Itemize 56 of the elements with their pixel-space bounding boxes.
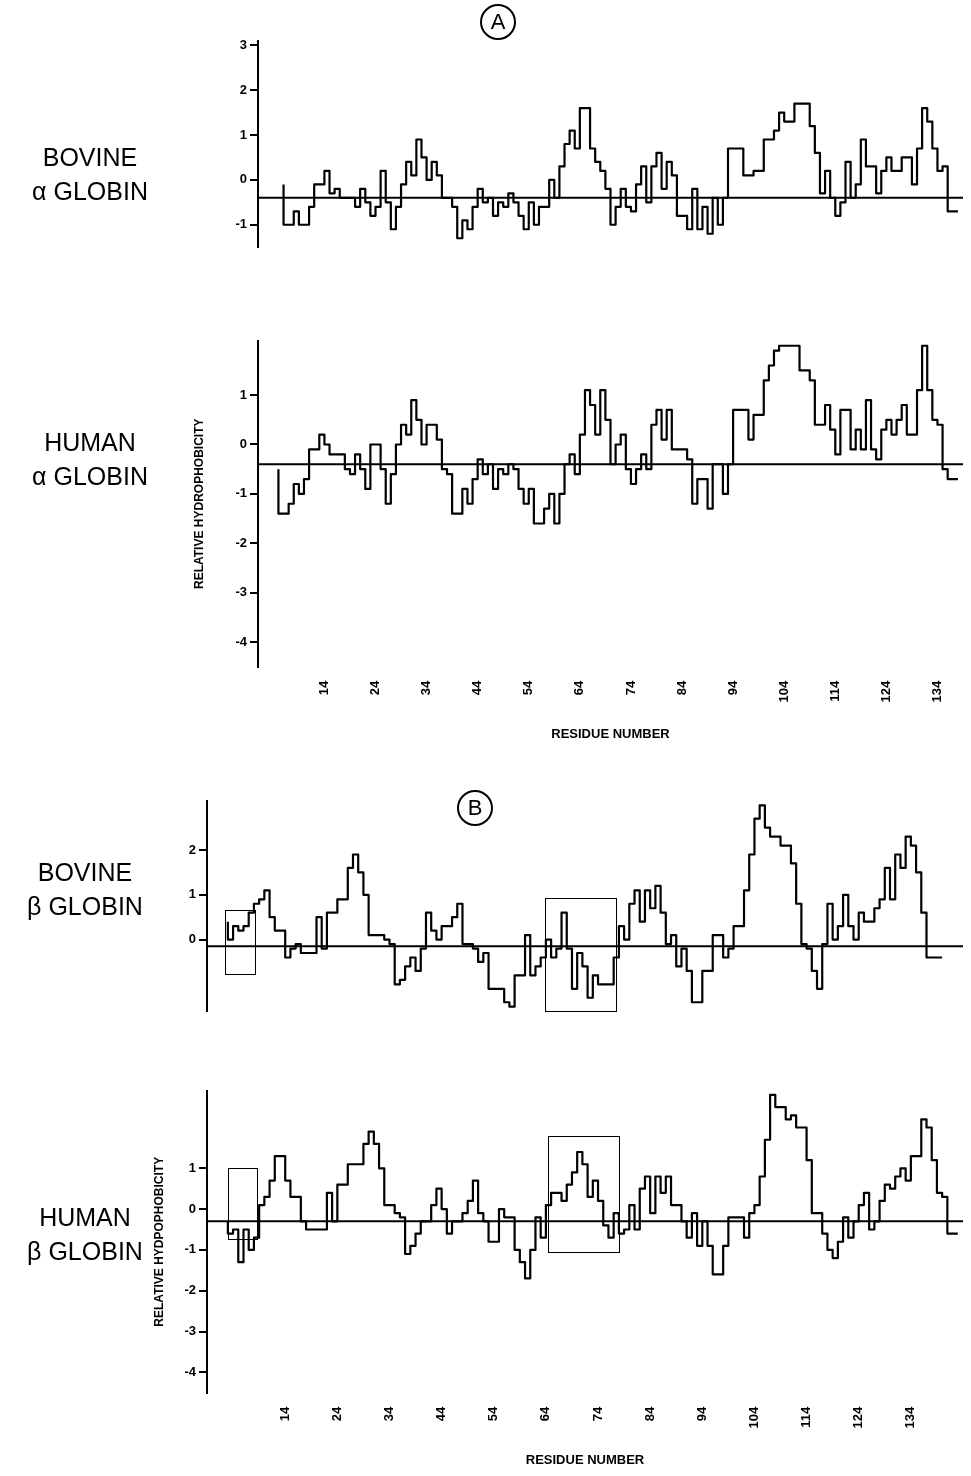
y-tick-label: 0 bbox=[188, 931, 196, 947]
y-axis-title: RELATIVE HYDPOPHOBICITY bbox=[151, 1156, 166, 1327]
y-tick-label: 2 bbox=[239, 81, 247, 97]
x-tick-label: 24 bbox=[367, 679, 383, 696]
x-tick-label: 34 bbox=[418, 679, 434, 696]
x-tick-label: 14 bbox=[315, 679, 331, 696]
y-tick-label: 2 bbox=[188, 841, 196, 857]
x-tick-label: 104 bbox=[746, 1405, 762, 1429]
x-tick-label: 114 bbox=[826, 679, 842, 702]
x-tick-label: 94 bbox=[724, 679, 740, 696]
x-tick-label: 94 bbox=[693, 1405, 709, 1422]
x-tick-label: 64 bbox=[571, 679, 587, 696]
annotation: B bbox=[457, 790, 493, 826]
y-tick-label: -4 bbox=[184, 1363, 197, 1379]
text: BOVINE β GLOBIN bbox=[26, 857, 144, 922]
text: HUMAN β GLOBIN bbox=[27, 1203, 143, 1265]
x-axis-title: RESIDUE NUMBER bbox=[525, 1451, 645, 1467]
x-tick-label: 74 bbox=[622, 679, 638, 696]
x-tick-label: 54 bbox=[520, 679, 536, 696]
x-tick-label: 84 bbox=[673, 679, 689, 696]
y-tick-label: 1 bbox=[239, 386, 247, 402]
text: HUMAN α GLOBIN bbox=[31, 427, 149, 492]
x-tick-label: 114 bbox=[798, 1405, 814, 1428]
x-tick-label: 54 bbox=[485, 1405, 501, 1422]
x-tick-label: 14 bbox=[276, 1405, 292, 1422]
y-tick-label: -2 bbox=[235, 534, 247, 550]
y-tick-label: -1 bbox=[184, 1241, 196, 1257]
y-tick-label: -3 bbox=[184, 1323, 196, 1339]
y-tick-label: -2 bbox=[184, 1282, 196, 1298]
y-tick-label: 0 bbox=[239, 436, 247, 452]
y-tick-label: -1 bbox=[235, 216, 247, 232]
y-tick-label: -3 bbox=[235, 584, 247, 600]
y-tick-label: 1 bbox=[188, 886, 196, 902]
x-tick-label: 64 bbox=[537, 1405, 553, 1422]
y-tick-label: -4 bbox=[235, 633, 248, 649]
x-tick-label: 134 bbox=[902, 1405, 918, 1429]
y-tick-label: 1 bbox=[188, 1159, 196, 1175]
x-tick-label: 34 bbox=[381, 1405, 397, 1422]
x-tick-label: 104 bbox=[775, 679, 791, 703]
y-tick-label: 3 bbox=[239, 36, 247, 52]
y-axis-title: RELATIVE HYDROPHOBICITY bbox=[191, 418, 206, 589]
x-tick-label: 74 bbox=[589, 1405, 605, 1422]
x-tick-label: 44 bbox=[433, 1405, 449, 1422]
y-tick-label: -1 bbox=[235, 485, 247, 501]
text: BOVINE α GLOBIN bbox=[31, 142, 149, 207]
x-tick-label: 124 bbox=[877, 679, 893, 703]
y-tick-label: 0 bbox=[188, 1200, 196, 1216]
text: A bbox=[480, 4, 516, 40]
y-tick-label: 1 bbox=[239, 126, 247, 142]
x-tick-label: 44 bbox=[469, 679, 485, 696]
x-axis-title: RESIDUE NUMBER bbox=[551, 725, 671, 741]
x-tick-label: 84 bbox=[641, 1405, 657, 1422]
x-tick-label: 134 bbox=[929, 679, 945, 703]
y-tick-label: 0 bbox=[239, 171, 247, 187]
x-tick-label: 124 bbox=[850, 1405, 866, 1429]
x-tick-label: 24 bbox=[328, 1405, 344, 1422]
